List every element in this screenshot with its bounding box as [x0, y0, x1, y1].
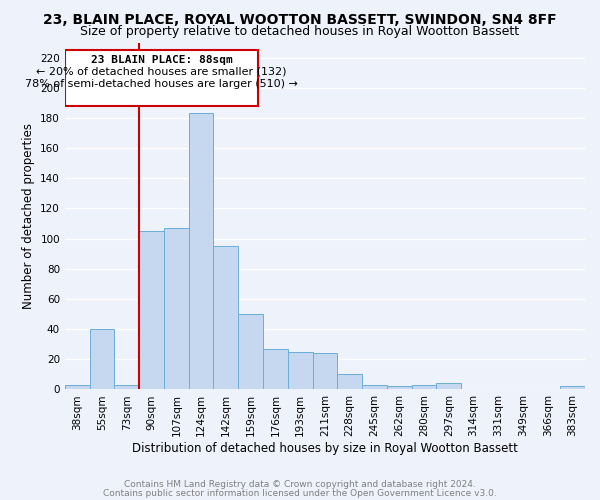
Bar — [436, 384, 461, 390]
Bar — [288, 352, 313, 390]
Bar — [238, 314, 263, 390]
Bar — [139, 231, 164, 390]
Text: Contains public sector information licensed under the Open Government Licence v3: Contains public sector information licen… — [103, 488, 497, 498]
Bar — [362, 385, 387, 390]
Bar — [65, 385, 89, 390]
Bar — [164, 228, 189, 390]
Bar — [412, 385, 436, 390]
FancyBboxPatch shape — [65, 50, 258, 106]
Bar — [560, 386, 585, 390]
Bar — [263, 348, 288, 390]
Bar — [387, 386, 412, 390]
Text: 78% of semi-detached houses are larger (510) →: 78% of semi-detached houses are larger (… — [25, 78, 298, 88]
Text: Contains HM Land Registry data © Crown copyright and database right 2024.: Contains HM Land Registry data © Crown c… — [124, 480, 476, 489]
Bar — [189, 114, 214, 390]
Bar — [214, 246, 238, 390]
Text: 23, BLAIN PLACE, ROYAL WOOTTON BASSETT, SWINDON, SN4 8FF: 23, BLAIN PLACE, ROYAL WOOTTON BASSETT, … — [43, 12, 557, 26]
Bar — [89, 329, 115, 390]
Bar — [115, 385, 139, 390]
X-axis label: Distribution of detached houses by size in Royal Wootton Bassett: Distribution of detached houses by size … — [132, 442, 518, 455]
Text: Size of property relative to detached houses in Royal Wootton Bassett: Size of property relative to detached ho… — [80, 25, 520, 38]
Bar — [337, 374, 362, 390]
Bar — [313, 354, 337, 390]
Text: 23 BLAIN PLACE: 88sqm: 23 BLAIN PLACE: 88sqm — [91, 54, 233, 64]
Text: ← 20% of detached houses are smaller (132): ← 20% of detached houses are smaller (13… — [37, 66, 287, 76]
Y-axis label: Number of detached properties: Number of detached properties — [22, 123, 35, 309]
